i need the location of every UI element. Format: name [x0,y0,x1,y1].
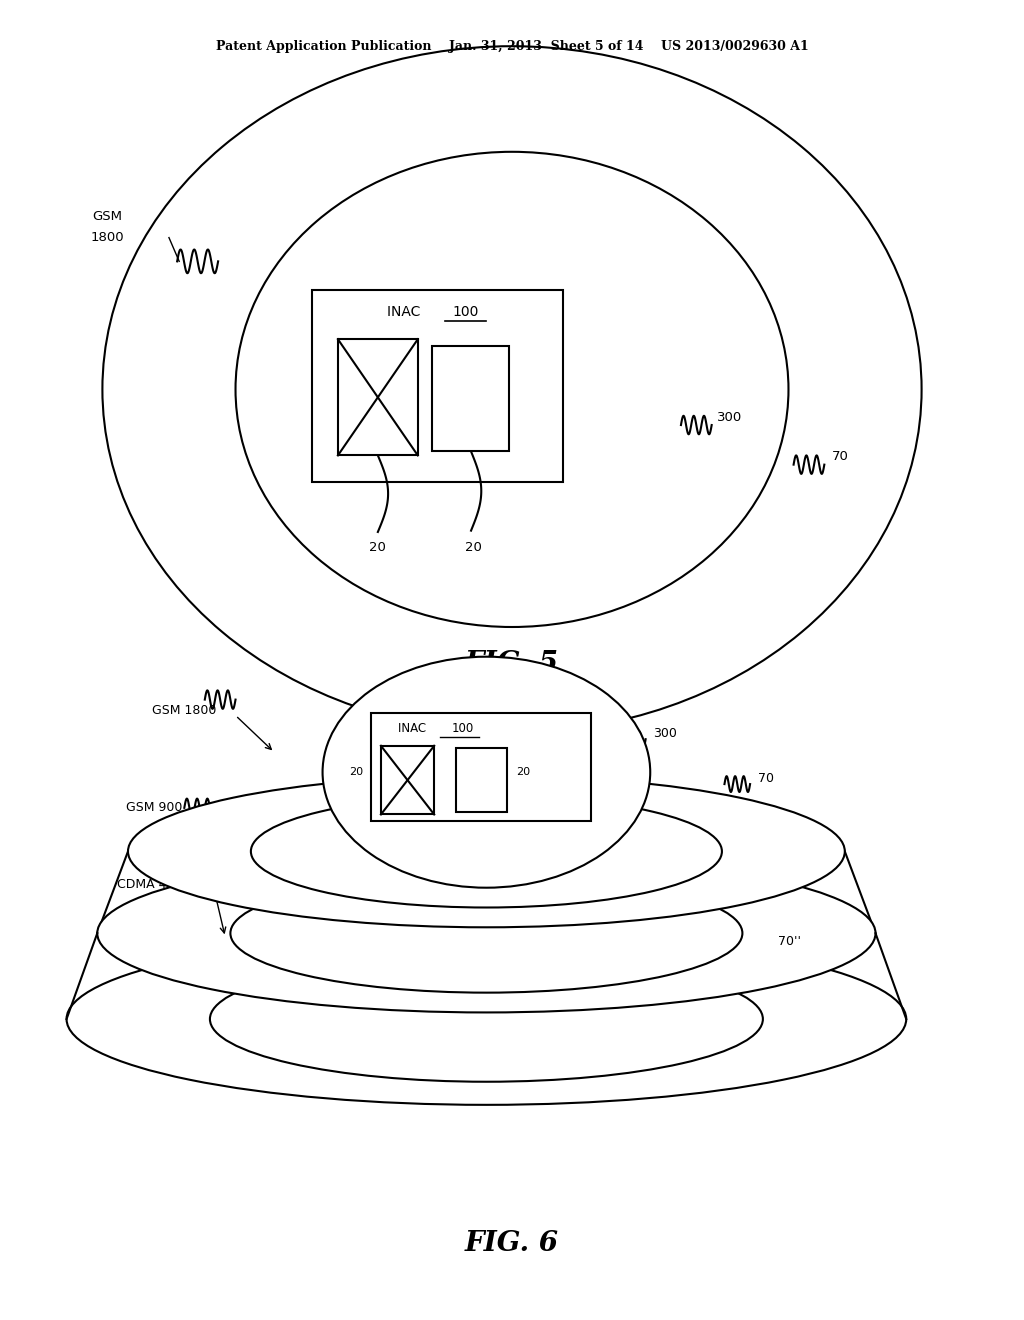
Bar [432,346,509,451]
Text: 100: 100 [452,722,474,735]
Text: 300: 300 [653,727,677,741]
Bar [312,290,563,482]
Text: CDMA 450: CDMA 450 [117,878,182,891]
Text: 70': 70' [778,855,798,869]
Text: FIG. 6: FIG. 6 [465,1230,559,1257]
Text: 70: 70 [758,772,774,785]
Ellipse shape [230,874,742,993]
Text: 300'': 300'' [676,888,707,902]
Ellipse shape [97,854,876,1012]
Ellipse shape [67,933,906,1105]
Bar [456,748,507,812]
Text: 20: 20 [465,541,481,554]
Text: 70'': 70'' [778,935,801,948]
Bar [371,713,591,821]
Text: FIG. 5: FIG. 5 [465,651,559,677]
Text: 20: 20 [370,541,386,554]
Text: INAC: INAC [398,722,430,735]
Ellipse shape [323,657,650,888]
Ellipse shape [210,956,763,1081]
Text: 300': 300' [676,820,703,833]
Text: GSM: GSM [92,210,123,223]
Text: 70: 70 [831,450,848,463]
Text: 100: 100 [453,305,479,318]
Text: 20: 20 [349,767,364,777]
Text: GSM 900: GSM 900 [126,801,182,814]
Text: 300: 300 [717,411,742,424]
Ellipse shape [128,776,845,928]
Text: 20: 20 [516,767,530,777]
Text: GSM 1800: GSM 1800 [152,704,216,717]
Text: 1800: 1800 [91,231,124,244]
Bar [338,339,418,455]
Text: INAC: INAC [387,305,425,318]
Ellipse shape [251,795,722,908]
Bar [381,746,434,814]
Text: Patent Application Publication    Jan. 31, 2013  Sheet 5 of 14    US 2013/002963: Patent Application Publication Jan. 31, … [216,40,808,53]
